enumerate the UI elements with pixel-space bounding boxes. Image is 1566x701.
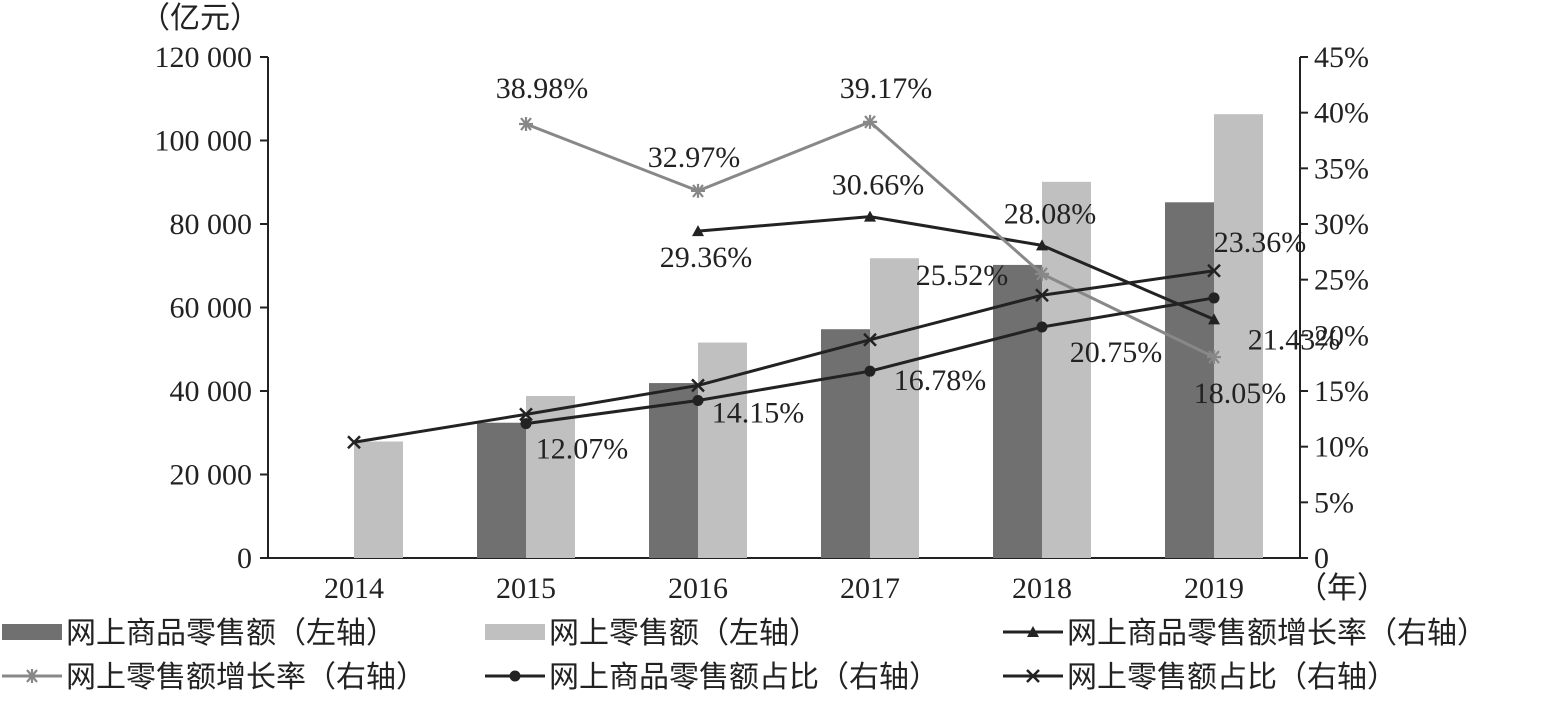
data-label: 30.66% bbox=[832, 169, 925, 202]
marker-goods-share bbox=[692, 394, 704, 406]
data-label: 20.75% bbox=[1070, 336, 1163, 369]
marker-online-share bbox=[691, 378, 705, 393]
bars-group bbox=[354, 114, 1263, 559]
axes-group: 0 20 000 40 000 60 000 80 000 100 000 120 000 0… bbox=[155, 41, 1370, 605]
legend-goods-retail-label: 网上商品零售额（左轴） bbox=[66, 617, 396, 650]
right-tick-label: 30% bbox=[1314, 208, 1369, 241]
bar-goods-retail bbox=[477, 422, 526, 558]
marker-online-share bbox=[1035, 288, 1049, 303]
x-tick-label: 2016 bbox=[668, 572, 728, 605]
x-axis-unit-label: （年） bbox=[1297, 572, 1387, 605]
left-axis-unit-label: （亿元） bbox=[140, 2, 260, 35]
left-tick-label: 100 000 bbox=[155, 125, 253, 158]
data-label: 38.98% bbox=[496, 72, 589, 105]
right-tick-label: 15% bbox=[1314, 375, 1369, 408]
right-tick-label: 35% bbox=[1314, 152, 1369, 185]
lines-group bbox=[347, 114, 1221, 450]
marker-online-share bbox=[1207, 263, 1221, 278]
marker-online-share bbox=[347, 435, 361, 450]
marker-online-growth bbox=[691, 183, 705, 198]
data-labels-group: 29.36% 30.66% 28.08% 21.43% 38.98% 32.97% 39.1… bbox=[496, 72, 1341, 466]
x-tick-label: 2017 bbox=[840, 572, 900, 605]
left-tick-label: 80 000 bbox=[170, 208, 253, 241]
legend-online-retail-swatch bbox=[485, 624, 545, 640]
marker-goods-growth bbox=[1208, 313, 1220, 325]
right-tick-label: 45% bbox=[1314, 41, 1369, 74]
left-tick-label: 0 bbox=[237, 542, 252, 575]
right-tick-label: 5% bbox=[1314, 486, 1354, 519]
data-label: 18.05% bbox=[1194, 377, 1287, 410]
x-tick-label: 2014 bbox=[324, 572, 384, 605]
legend-goods-retail-swatch bbox=[2, 624, 62, 640]
right-tick-label: 25% bbox=[1314, 264, 1369, 297]
legend-online-share-label: 网上零售额占比（右轴） bbox=[1067, 661, 1397, 694]
data-label: 29.36% bbox=[660, 241, 753, 274]
x-tick-label: 2018 bbox=[1012, 572, 1072, 605]
data-label: 39.17% bbox=[840, 72, 933, 105]
marker-online-growth bbox=[519, 117, 533, 132]
marker-goods-growth bbox=[1036, 239, 1048, 251]
left-tick-label: 120 000 bbox=[155, 41, 253, 74]
bar-online-retail bbox=[1214, 114, 1263, 558]
marker-online-share bbox=[863, 332, 877, 347]
left-tick-label: 60 000 bbox=[170, 292, 253, 325]
marker-online-growth bbox=[863, 114, 877, 129]
legend-online-retail-label: 网上零售额（左轴） bbox=[549, 617, 819, 650]
marker-online-growth bbox=[1207, 350, 1221, 365]
data-label: 12.07% bbox=[536, 433, 629, 466]
line-online-share bbox=[353, 269, 1215, 444]
data-label: 14.15% bbox=[712, 396, 805, 429]
bar-goods-retail bbox=[1165, 202, 1214, 559]
legend-goods-share-label: 网上商品零售额占比（右轴） bbox=[549, 661, 939, 694]
right-tick-label: 0 bbox=[1314, 542, 1329, 575]
legend-goods-share-marker bbox=[509, 670, 521, 682]
data-label: 25.52% bbox=[916, 259, 1009, 292]
marker-goods-growth bbox=[692, 225, 704, 237]
marker-goods-share bbox=[864, 365, 876, 377]
data-label: 23.36% bbox=[1214, 226, 1307, 259]
marker-goods-share bbox=[1036, 321, 1048, 333]
legend-online-share-marker bbox=[1026, 669, 1040, 683]
left-tick-label: 20 000 bbox=[170, 459, 253, 492]
legend-goods-growth-label: 网上商品零售额增长率（右轴） bbox=[1067, 617, 1487, 650]
bar-online-retail bbox=[870, 258, 919, 558]
legend-online-growth-marker bbox=[25, 669, 39, 683]
bar-goods-retail bbox=[993, 264, 1042, 558]
legend-goods-growth-marker bbox=[1027, 626, 1039, 637]
data-label: 32.97% bbox=[648, 141, 741, 174]
data-label: 28.08% bbox=[1004, 197, 1097, 230]
data-label: 16.78% bbox=[894, 364, 987, 397]
bar-online-retail bbox=[1042, 181, 1091, 558]
data-label: 21.43% bbox=[1248, 323, 1341, 356]
marker-goods-growth bbox=[864, 210, 876, 222]
bar-online-retail bbox=[354, 441, 403, 558]
left-tick-label: 40 000 bbox=[170, 375, 253, 408]
right-tick-label: 40% bbox=[1314, 97, 1369, 130]
marker-online-share bbox=[519, 407, 533, 422]
x-tick-label: 2015 bbox=[496, 572, 556, 605]
legend-online-growth-label: 网上零售额增长率（右轴） bbox=[66, 661, 426, 694]
legend: 网上商品零售额（左轴） 网上零售额（左轴） 网上商品零售额增长率（右轴） 网上零售额增… bbox=[2, 617, 1487, 694]
x-tick-label: 2019 bbox=[1184, 572, 1244, 605]
marker-online-growth bbox=[1035, 266, 1049, 281]
right-tick-label: 10% bbox=[1314, 431, 1369, 464]
marker-goods-share bbox=[1208, 292, 1220, 304]
marker-goods-share bbox=[520, 418, 532, 430]
right-tick-label: 20% bbox=[1314, 319, 1369, 352]
bar-goods-retail bbox=[821, 329, 870, 558]
bar-goods-retail bbox=[649, 383, 698, 558]
